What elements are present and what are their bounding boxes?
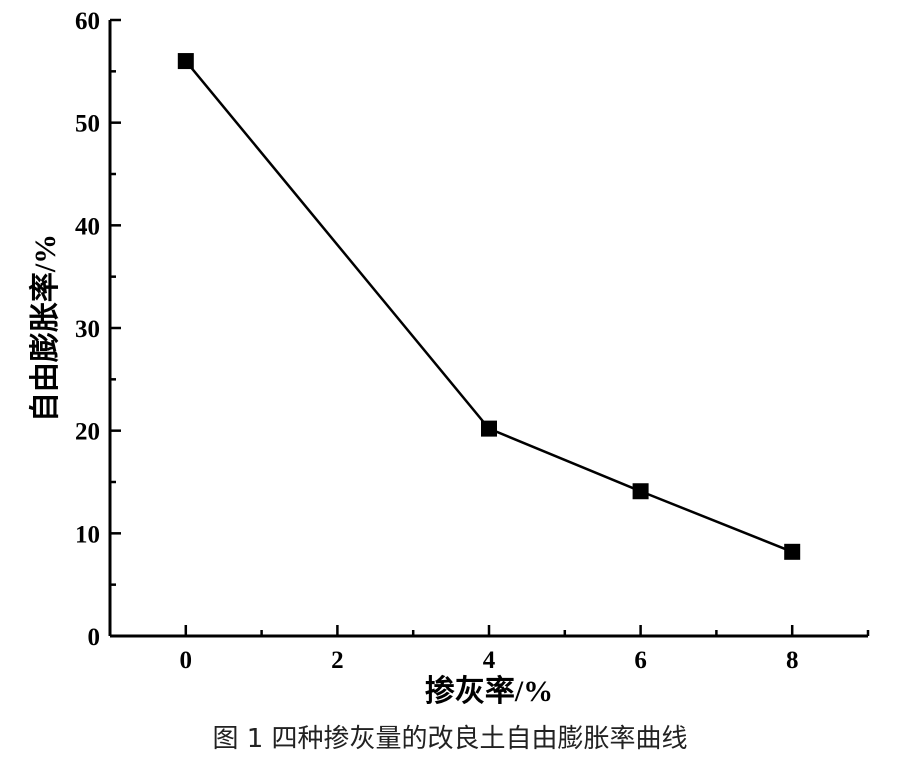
y-tick-label: 40 — [75, 213, 100, 240]
ticks: 0 10 20 30 40 50 60 0 2 4 6 8 — [75, 8, 870, 674]
x-tick-label: 2 — [331, 647, 344, 674]
y-axis-title: 自由膨胀率/% — [29, 234, 62, 422]
y-tick-label: 0 — [88, 624, 101, 651]
y-tick-label: 30 — [75, 316, 100, 343]
chart: 0 10 20 30 40 50 60 0 2 4 6 8 掺灰率/% 自由膨胀率/% — [29, 8, 870, 708]
x-tick-label: 4 — [483, 647, 496, 674]
axes — [108, 20, 868, 638]
x-tick-label: 6 — [634, 647, 647, 674]
y-tick-label: 50 — [75, 111, 100, 138]
data-point-marker — [177, 53, 194, 70]
x-axis-title: 掺灰率/% — [425, 674, 553, 708]
series — [177, 53, 801, 560]
data-point-marker — [632, 483, 649, 500]
x-tick-label: 8 — [786, 647, 799, 674]
data-point-marker — [481, 420, 497, 437]
y-tick-label: 60 — [75, 8, 100, 35]
y-tick-label: 10 — [75, 521, 100, 548]
y-tick-label: 20 — [75, 419, 100, 446]
x-tick-label: 0 — [180, 647, 193, 674]
series-line — [184, 60, 793, 553]
data-point-marker — [784, 543, 801, 560]
figure-caption: 图 1 四种掺灰量的改良土自由膨胀率曲线 — [212, 724, 688, 754]
